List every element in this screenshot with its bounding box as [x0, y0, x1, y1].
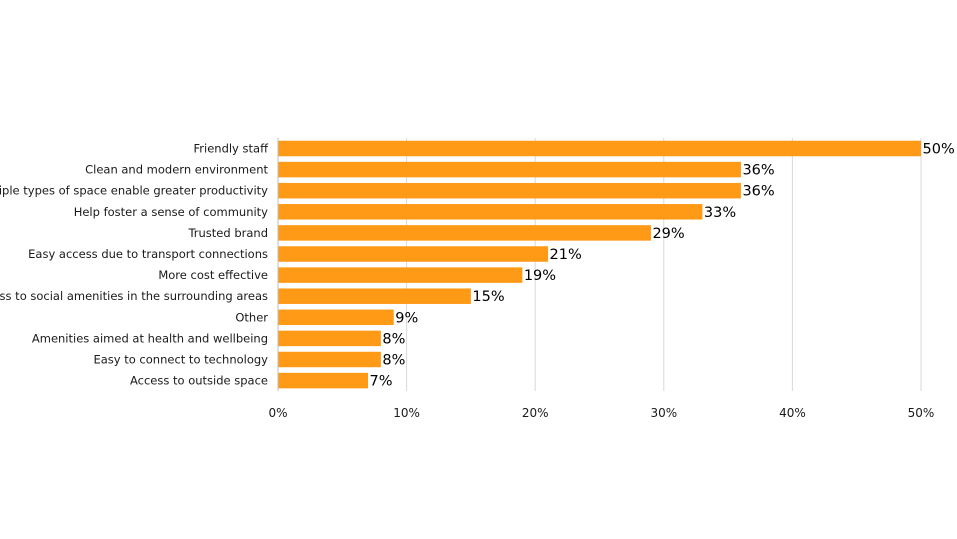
data-label: 33% [704, 205, 736, 221]
bar [278, 246, 549, 262]
category-label: Access to social amenities in the surrou… [0, 289, 268, 303]
data-label: 50% [923, 142, 955, 158]
category-label: Multiple types of space enable greater p… [0, 184, 268, 198]
data-labels: 50% 36% 36% 33% 29% 21% 19% 15% 9% 8% 8% 7% [370, 142, 955, 390]
bar [278, 225, 651, 241]
data-label: 19% [524, 268, 556, 284]
data-label: 29% [652, 226, 684, 242]
data-label: 15% [472, 289, 504, 305]
category-label: More cost effective [158, 268, 268, 282]
data-label: 8% [382, 331, 405, 347]
bar [278, 330, 381, 347]
tick-label: 40% [779, 406, 806, 420]
category-label: Trusted brand [187, 226, 268, 240]
data-label: 8% [382, 353, 405, 369]
bar [278, 204, 703, 220]
data-label: 21% [550, 247, 582, 263]
category-label: Friendly staff [194, 142, 270, 156]
bar [278, 309, 394, 326]
bar [278, 288, 471, 304]
bar [278, 267, 523, 283]
data-label: 7% [370, 374, 393, 390]
tick-label: 20% [522, 406, 549, 420]
tick-label: 50% [908, 406, 935, 420]
data-label: 9% [395, 310, 418, 326]
bar [278, 140, 921, 157]
category-label: Access to outside space [130, 374, 268, 388]
gridlines [406, 138, 922, 391]
bar [278, 161, 741, 178]
category-label: Help foster a sense of community [74, 205, 268, 219]
bar [278, 182, 741, 199]
category-label: Clean and modern environment [85, 163, 268, 177]
data-label: 36% [742, 184, 774, 200]
tick-label: 30% [650, 406, 677, 420]
tick-label: 0% [268, 406, 287, 420]
bar [278, 372, 369, 389]
category-label: Amenities aimed at health and wellbeing [32, 331, 268, 345]
bar [278, 351, 381, 368]
value-axis-ticks: 0% 10% 20% 30% 40% 50% [268, 406, 934, 420]
category-label: Other [235, 310, 268, 324]
data-label: 36% [742, 163, 774, 179]
category-label: Easy to connect to technology [93, 353, 268, 367]
category-labels: Friendly staff Clean and modern environme… [0, 142, 269, 388]
tick-label: 10% [393, 406, 420, 420]
bars [278, 140, 921, 389]
category-label: Easy access due to transport connections [28, 247, 268, 261]
